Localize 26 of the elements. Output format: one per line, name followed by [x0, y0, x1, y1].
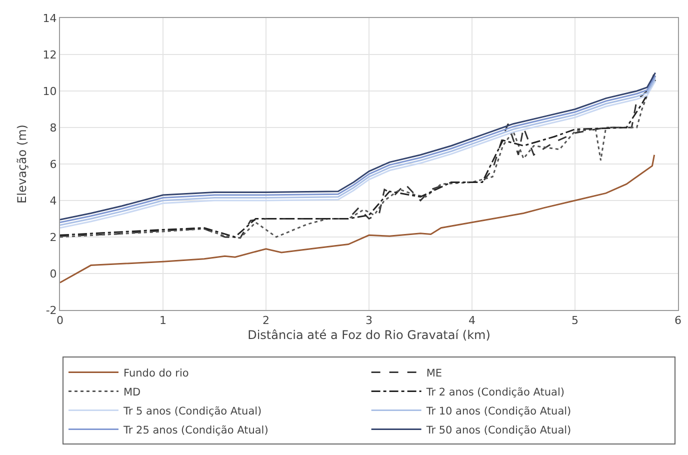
- y-tick-label: 12: [42, 48, 57, 62]
- y-tick-label: -2: [46, 304, 57, 317]
- y-tick-label: 4: [50, 194, 57, 208]
- x-tick-label: 2: [262, 314, 270, 328]
- legend-label: MD: [124, 386, 141, 398]
- x-tick-label: 1: [160, 314, 166, 328]
- x-axis-title: Distância até a Foz do Rio Gravataí (km): [248, 328, 490, 342]
- x-tick-label: 4: [468, 314, 476, 328]
- legend-label: Tr 2 anos (Condição Atual): [425, 386, 564, 398]
- y-axis-title: Elevação (m): [15, 124, 29, 204]
- legend-label: Tr 5 anos (Condição Atual): [122, 405, 262, 418]
- y-tick-label: 6: [50, 158, 57, 171]
- y-tick-label: 10: [42, 84, 57, 98]
- y-tick-label: 8: [50, 121, 57, 134]
- legend-label: Tr 25 anos (Condição Atual): [122, 424, 268, 436]
- x-tick-label: 6: [674, 314, 682, 328]
- legend-label: Fundo do rio: [124, 367, 189, 380]
- x-tick-label: 5: [572, 314, 578, 328]
- legend-label: ME: [426, 367, 442, 380]
- y-tick-label: 14: [42, 12, 57, 25]
- x-tick-label: 3: [366, 314, 372, 328]
- line-series: [60, 154, 656, 284]
- y-tick-label: 2: [50, 230, 57, 244]
- legend-label: Tr 10 anos (Condição Atual): [425, 405, 572, 418]
- legend-label: Tr 50 anos (Condição Atual): [425, 424, 572, 436]
- y-tick-label: 0: [50, 267, 57, 280]
